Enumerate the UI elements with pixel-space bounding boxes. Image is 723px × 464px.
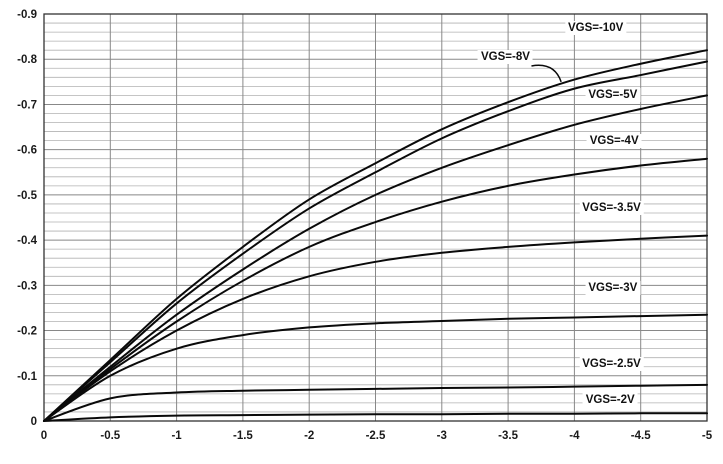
curve-VGS=-10V	[43, 49, 708, 422]
y-tick-label: -0.8	[17, 54, 37, 66]
y-tick-label: 0	[31, 416, 37, 428]
x-tick-label: -1.5	[233, 430, 253, 442]
y-tick-label: -0.3	[17, 280, 37, 292]
curve-VGS=-4V	[43, 157, 708, 422]
x-tick-label: -3.5	[498, 430, 518, 442]
x-tick-label: -3	[437, 430, 447, 442]
curve-VGS=-2V	[43, 412, 708, 422]
curve-VGS=-3V	[43, 313, 708, 422]
y-tick-label: -0.9	[17, 9, 37, 21]
x-tick-label: 0	[41, 430, 47, 442]
plot-border	[43, 13, 708, 422]
x-tick-label: -4.5	[631, 430, 651, 442]
annotation-leader-line	[531, 64, 562, 83]
x-tick-label: -1	[171, 430, 182, 442]
y-tick-label: -0.6	[17, 145, 37, 157]
curve-VGS=-8V	[43, 60, 708, 422]
curve-VGS=-5V	[43, 94, 708, 422]
curve-VGS=-2.5V	[43, 383, 708, 422]
y-tick-label: -0.5	[17, 190, 37, 202]
x-tick-label: -2.5	[366, 430, 386, 442]
x-tick-label: -5	[702, 430, 713, 442]
y-tick-label: -0.2	[17, 326, 37, 338]
curve-VGS=-3.5V	[43, 234, 708, 422]
x-tick-label: -0.5	[100, 430, 120, 442]
y-tick-label: -0.4	[17, 235, 37, 247]
x-tick-label: -2	[304, 430, 314, 442]
y-tick-label: -0.7	[17, 99, 37, 111]
x-tick-label: -4	[569, 430, 580, 442]
y-tick-label: -0.1	[17, 371, 37, 383]
